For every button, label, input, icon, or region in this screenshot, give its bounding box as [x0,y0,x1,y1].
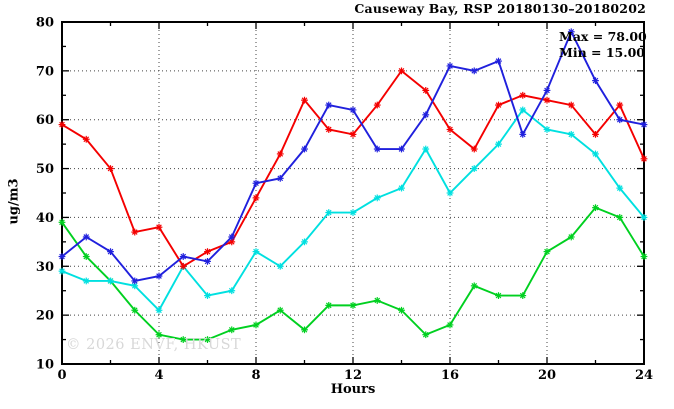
max-min-annotation: Max = 78.00 Min = 15.00 [559,29,647,60]
svg-text:80: 80 [36,16,54,31]
svg-text:24: 24 [635,368,653,383]
cyan-series-markers [58,106,648,314]
svg-text:30: 30 [36,260,54,275]
min-value-label: Min = 15.00 [559,44,645,60]
plot-border [61,21,645,365]
red-series-line [61,69,645,268]
blue-series-line [61,29,645,282]
svg-text:50: 50 [36,162,54,177]
svg-text:0: 0 [57,368,66,383]
svg-text:10: 10 [36,358,54,373]
axis-ticks [61,21,645,365]
y-axis-title: ug/m3 [6,178,22,225]
cyan-series [58,106,648,314]
watermark: © 2026 ENVF, HKUST [66,337,242,353]
blue-series [58,28,648,285]
blue-series-markers [58,28,648,285]
x-axis-title: Hours [330,382,376,397]
chart-title: Causeway Bay, RSP 20180130–20180202 [354,1,646,16]
svg-text:20: 20 [538,368,556,383]
svg-text:40: 40 [36,211,54,226]
red-series [58,67,648,270]
green-series-line [61,206,645,341]
green-series [58,204,648,343]
svg-text:20: 20 [36,309,54,324]
max-value-label: Max = 78.00 [559,29,647,44]
svg-text:16: 16 [441,368,459,383]
y-tick-labels: 10 20 30 40 50 60 70 80 [36,16,54,373]
red-series-markers [58,67,648,270]
svg-text:8: 8 [251,368,260,383]
x-tick-labels: 0 4 8 12 16 20 24 [57,368,653,383]
svg-text:70: 70 [36,64,54,79]
svg-text:4: 4 [154,368,163,383]
svg-text:12: 12 [344,368,362,383]
svg-text:60: 60 [36,113,54,128]
grid-lines [62,22,644,364]
green-series-markers [58,204,648,343]
